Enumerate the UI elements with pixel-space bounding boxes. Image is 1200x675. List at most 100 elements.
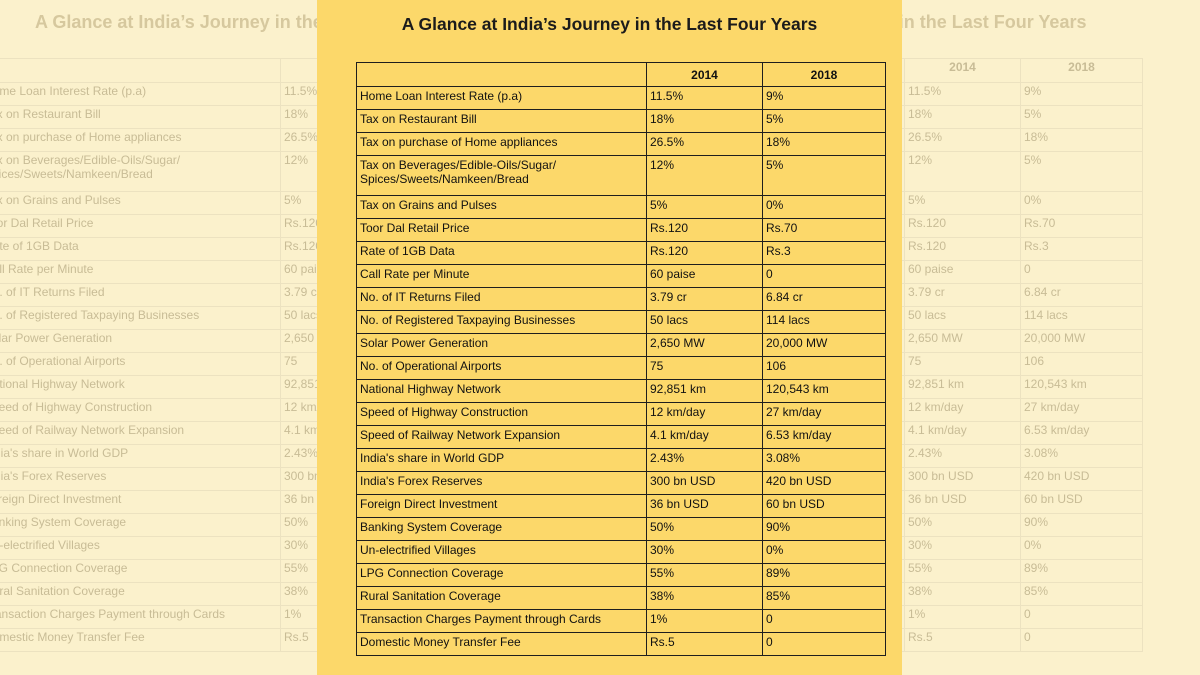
row-label: Tax on purchase of Home appliances (0, 128, 281, 152)
value-2014: 1% (646, 609, 763, 633)
value-2018: 0% (762, 195, 886, 219)
value-2018: 9% (1020, 82, 1143, 106)
value-2018: Rs.3 (762, 241, 886, 265)
value-2014: 18% (904, 105, 1021, 129)
value-2018: 85% (1020, 582, 1143, 606)
row-label: India's share in World GDP (0, 444, 281, 468)
row-label: Foreign Direct Investment (356, 494, 647, 518)
value-2014: 50 lacs (904, 306, 1021, 330)
value-2014: Rs.120 (904, 214, 1021, 238)
row-label: LPG Connection Coverage (0, 559, 281, 583)
row-label: Speed of Highway Construction (0, 398, 281, 422)
value-2014: 2.43% (646, 448, 763, 472)
value-2014: 50% (904, 513, 1021, 537)
value-2018: 9% (762, 86, 886, 110)
value-2014: 75 (646, 356, 763, 380)
row-label: No. of Registered Taxpaying Businesses (0, 306, 281, 330)
row-label: No. of Operational Airports (0, 352, 281, 376)
row-label: No. of IT Returns Filed (0, 283, 281, 307)
header-cell-2018: 2018 (1020, 58, 1143, 83)
value-2018: 20,000 MW (762, 333, 886, 357)
value-2018: 85% (762, 586, 886, 610)
value-2014: 5% (646, 195, 763, 219)
row-label: Banking System Coverage (356, 517, 647, 541)
value-2014: 18% (646, 109, 763, 133)
value-2018: Rs.70 (1020, 214, 1143, 238)
row-label: Un-electrified Villages (0, 536, 281, 560)
value-2014: 300 bn USD (904, 467, 1021, 491)
row-label: Tax on Restaurant Bill (0, 105, 281, 129)
row-label: Rate of 1GB Data (0, 237, 281, 261)
header-cell-2018: 2018 (762, 62, 886, 87)
value-2014: 300 bn USD (646, 471, 763, 495)
row-label: India's share in World GDP (356, 448, 647, 472)
value-2014: 2,650 MW (646, 333, 763, 357)
row-label: LPG Connection Coverage (356, 563, 647, 587)
value-2014: 3.79 cr (904, 283, 1021, 307)
value-2018: 420 bn USD (1020, 467, 1143, 491)
value-2014: 12% (646, 155, 763, 196)
row-label: No. of IT Returns Filed (356, 287, 647, 311)
table-row: Tax on purchase of Home appliances26.5%1… (902, 128, 1143, 152)
infographic-panel: A Glance at India’s Journey in the Last … (317, 0, 902, 675)
ghost-title: A Glance at India’s Journey in the Last … (902, 12, 1087, 32)
value-2014: 92,851 km (904, 375, 1021, 399)
value-2018: 114 lacs (762, 310, 886, 334)
value-2018: 6.84 cr (762, 287, 886, 311)
value-2014: 38% (904, 582, 1021, 606)
value-2018: 6.53 km/day (1020, 421, 1143, 445)
value-2018: Rs.3 (1020, 237, 1143, 261)
row-label: Domestic Money Transfer Fee (356, 632, 647, 656)
value-2014: 55% (904, 559, 1021, 583)
row-label: Tax on Grains and Pulses (0, 191, 281, 215)
row-label: No. of Operational Airports (356, 356, 647, 380)
value-2014: Rs.5 (904, 628, 1021, 652)
value-2014: 50% (646, 517, 763, 541)
value-2018: 5% (762, 109, 886, 133)
row-label: Toor Dal Retail Price (0, 214, 281, 238)
value-2018: 0% (762, 540, 886, 564)
row-label: India's Forex Reserves (356, 471, 647, 495)
value-2014: 30% (646, 540, 763, 564)
value-2018: 18% (762, 132, 886, 156)
row-label: Home Loan Interest Rate (p.a) (0, 82, 281, 106)
table-row: Home Loan Interest Rate (p.a)11.5%9% (356, 86, 886, 110)
value-2014: 2,650 MW (904, 329, 1021, 353)
header-cell-2014: 2014 (904, 58, 1021, 83)
value-2014: Rs.5 (646, 632, 763, 656)
value-2014: 60 paise (646, 264, 763, 288)
value-2014: 26.5% (646, 132, 763, 156)
value-2018: 3.08% (1020, 444, 1143, 468)
row-label: Transaction Charges Payment through Card… (0, 605, 281, 629)
row-label: No. of Registered Taxpaying Businesses (356, 310, 647, 334)
row-label: Speed of Highway Construction (356, 402, 647, 426)
value-2018: 106 (762, 356, 886, 380)
value-2018: 0 (1020, 260, 1143, 284)
value-2014: 38% (646, 586, 763, 610)
value-2018: 5% (1020, 151, 1143, 192)
value-2014: 55% (646, 563, 763, 587)
row-label: Speed of Railway Network Expansion (356, 425, 647, 449)
value-2018: 27 km/day (1020, 398, 1143, 422)
